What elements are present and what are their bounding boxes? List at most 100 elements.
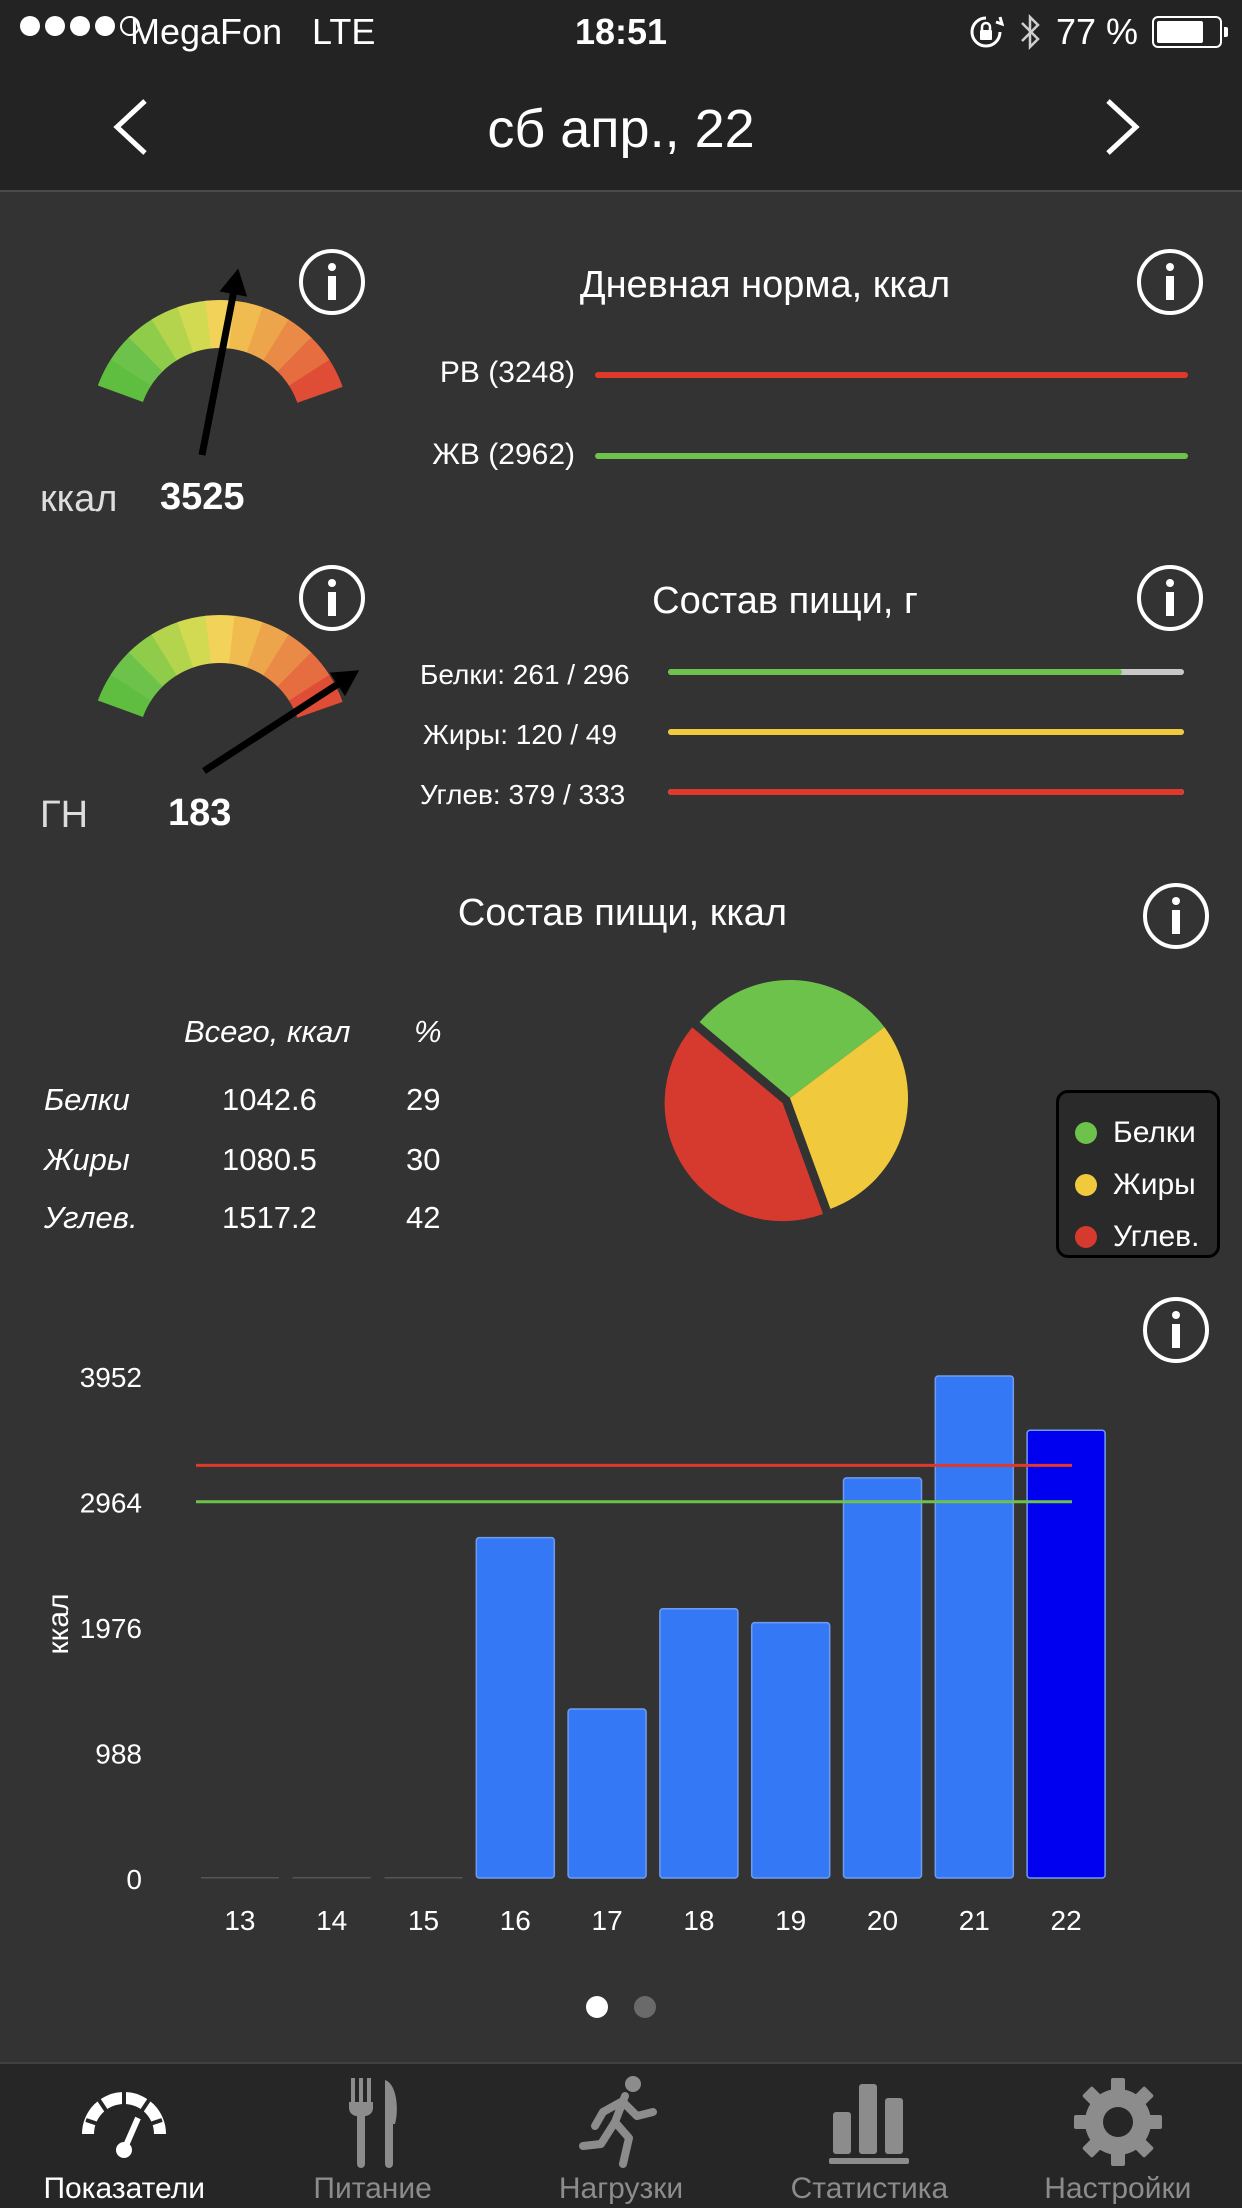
table-header-total: Всего, ккал <box>184 1014 351 1049</box>
y-tick-label: 2964 <box>80 1488 142 1519</box>
tab-label: Статистика <box>790 2172 949 2205</box>
table-row-total: 1042.6 <box>222 1082 317 1117</box>
y-tick-label: 1976 <box>80 1613 142 1644</box>
gauge-segment <box>177 300 212 353</box>
speedometer-icon <box>82 2090 167 2158</box>
gauge-segment <box>277 652 331 702</box>
norm-line-zhv <box>595 453 1188 459</box>
page-dot[interactable] <box>586 1996 608 2018</box>
chevron-left-icon[interactable] <box>105 97 165 157</box>
norm-line-rv <box>595 372 1188 378</box>
tab-settings[interactable]: Настройки <box>994 2064 1242 2208</box>
carbs-grams-bar <box>668 789 1184 795</box>
x-tick-label: 17 <box>592 1905 623 1936</box>
bar <box>384 1877 463 1879</box>
gauge-segment <box>263 319 313 373</box>
daily-calories-bar-chart: 0 988 1976 2964 3952 ккал 13 14 15 16 17 18 19 20 21 22 <box>42 1362 1106 1936</box>
gauge-segment <box>205 615 236 664</box>
macro-pie-chart <box>664 980 908 1222</box>
info-icon[interactable] <box>1136 564 1204 632</box>
legend-item: Жиры <box>1075 1159 1217 1211</box>
gauge-segment <box>128 318 178 372</box>
x-tick-label: 22 <box>1051 1905 1082 1936</box>
x-tick-label: 16 <box>500 1905 531 1936</box>
table-row-total: 1517.2 <box>222 1200 317 1235</box>
rotation-lock-icon <box>970 16 1004 48</box>
y-tick-label: 988 <box>95 1739 142 1770</box>
legend-swatch <box>1075 1174 1097 1196</box>
gauge-needle-tip <box>219 268 248 297</box>
gauge-segment <box>229 615 264 668</box>
tab-label: Показатели <box>43 2172 205 2205</box>
norm-label-rv: РВ (3248) <box>439 356 575 389</box>
table-row-name: Белки <box>44 1082 130 1117</box>
bar-chart-icon <box>829 2084 910 2164</box>
gauge-segment <box>151 306 194 361</box>
gauge-segment <box>288 359 343 403</box>
composition-kcal-title: Состав пищи, ккал <box>457 892 788 934</box>
tab-label: Питание <box>313 2172 432 2205</box>
protein-grams-bar <box>668 669 1184 675</box>
tab-nutrition[interactable]: Питание <box>248 2064 496 2208</box>
pie-slice <box>790 1027 908 1209</box>
gauge-segment <box>128 633 178 687</box>
info-icon[interactable] <box>1136 248 1204 316</box>
bar <box>1026 1429 1106 1879</box>
gauge-segment <box>151 621 194 676</box>
bar <box>750 1621 831 1879</box>
fat-grams-bar <box>668 729 1184 735</box>
gauge-needle <box>202 678 345 774</box>
chevron-right-icon[interactable] <box>1088 97 1148 157</box>
signal-strength-icon <box>20 16 140 36</box>
gauge-segment <box>110 336 164 386</box>
x-tick-label: 20 <box>867 1905 898 1936</box>
date-navigation-bar: сб апр., 22 <box>0 62 1242 192</box>
legend-item: Белки <box>1075 1107 1217 1159</box>
table-row-percent: 29 <box>406 1082 441 1117</box>
status-time: 18:51 <box>574 11 668 52</box>
daily-norm-title: Дневная норма, ккал <box>579 264 951 306</box>
x-tick-label: 21 <box>959 1905 990 1936</box>
y-tick-label: 0 <box>126 1864 142 1895</box>
pie-slice <box>664 1027 824 1222</box>
page-dot[interactable] <box>634 1996 656 2018</box>
table-row-name: Жиры <box>44 1142 130 1177</box>
calories-gauge-value: 3525 <box>160 476 245 518</box>
legend-label: Жиры <box>1113 1168 1196 1201</box>
table-row-total: 1080.5 <box>222 1142 317 1177</box>
table-header-percent: % <box>414 1014 442 1049</box>
tab-indicators[interactable]: Показатели <box>0 2064 248 2208</box>
gauge-segment <box>177 615 212 668</box>
legend-label: Белки <box>1113 1116 1196 1149</box>
info-icon[interactable] <box>298 248 366 316</box>
table-row-percent: 42 <box>406 1200 441 1235</box>
protein-grams-label: Белки: 261 / 296 <box>420 659 630 690</box>
legend-swatch <box>1075 1226 1097 1248</box>
tab-statistics[interactable]: Статистика <box>745 2064 993 2208</box>
tab-workouts[interactable]: Нагрузки <box>497 2064 745 2208</box>
info-icon[interactable] <box>298 564 366 632</box>
bar <box>200 1877 279 1879</box>
gear-icon <box>1073 2078 1162 2166</box>
norm-label-zhv: ЖВ (2962) <box>432 438 575 471</box>
gauge-segment <box>97 673 152 717</box>
battery-icon <box>1152 16 1228 48</box>
table-row-percent: 30 <box>406 1142 441 1177</box>
network-type: LTE <box>312 11 376 52</box>
info-icon[interactable] <box>1142 1296 1210 1364</box>
gauge-segment <box>263 634 313 688</box>
battery-percent: 77 % <box>1055 11 1138 52</box>
tab-bar: Показатели Питание Нагрузки <box>0 2062 1242 2208</box>
tab-label: Настройки <box>1044 2172 1192 2205</box>
fork-knife-icon <box>348 2078 397 2168</box>
tab-label: Нагрузки <box>558 2172 684 2205</box>
x-tick-label: 15 <box>408 1905 439 1936</box>
bar <box>292 1877 371 1879</box>
bar <box>567 1708 647 1879</box>
bar <box>659 1607 739 1879</box>
carbs-grams-label: Углев: 379 / 333 <box>420 779 626 810</box>
info-icon[interactable] <box>1142 882 1210 950</box>
carrier-name: MegaFon <box>130 11 283 52</box>
date-title: сб апр., 22 <box>487 99 755 159</box>
gauge-segment <box>246 622 290 676</box>
